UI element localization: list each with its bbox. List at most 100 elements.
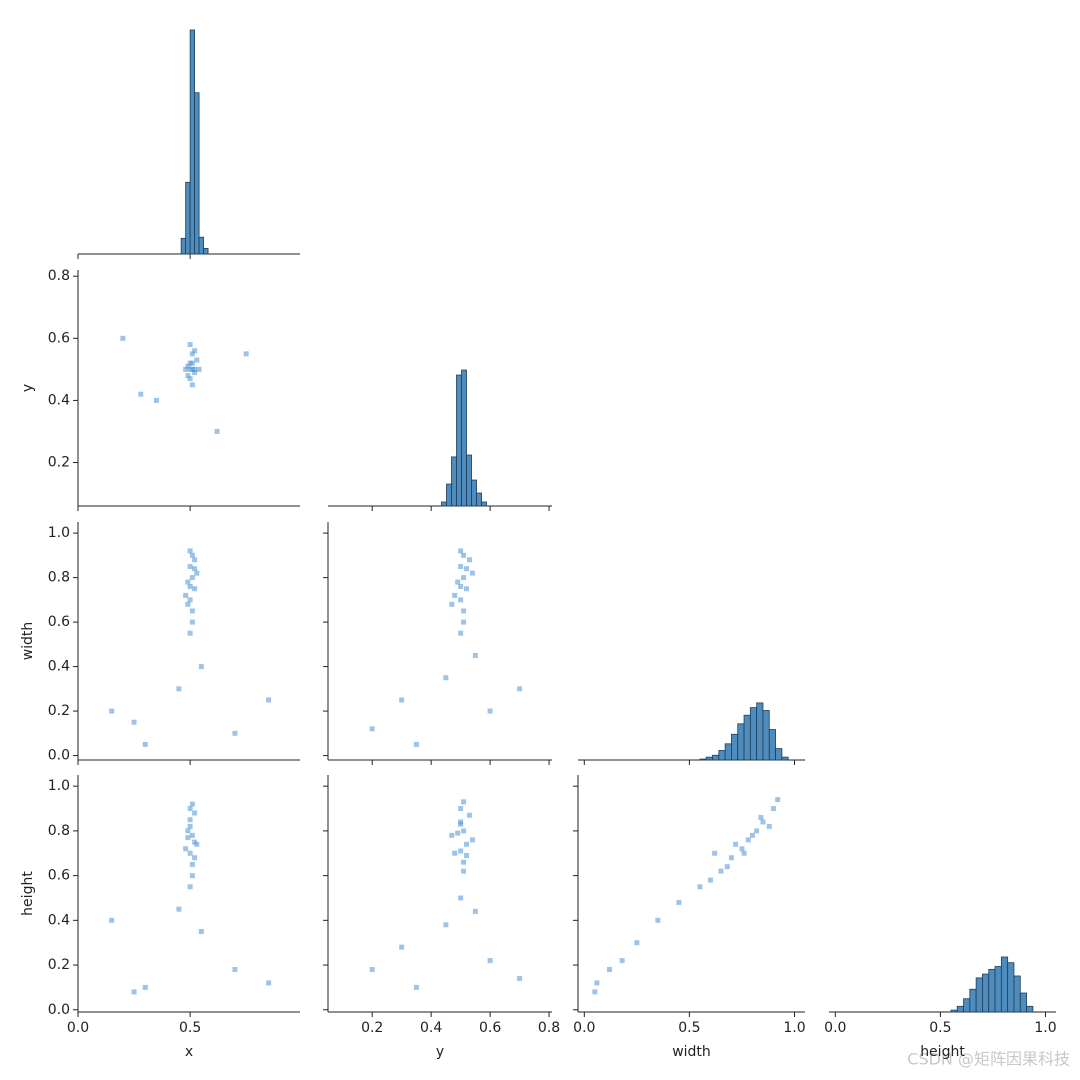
histogram-bar	[969, 988, 977, 1013]
hist2d-cell	[770, 806, 776, 812]
hist2d-cell	[697, 884, 703, 890]
hist2d-cell	[461, 575, 467, 581]
hist2d-cell	[187, 584, 193, 590]
y-tick-label: 0.0	[48, 1002, 70, 1018]
hist2d-cell	[458, 895, 464, 901]
histogram-bar	[749, 707, 758, 761]
hist2d-cell	[458, 597, 464, 603]
x-tick-label: 0.0	[573, 1020, 595, 1036]
hist2d-cell	[466, 812, 472, 818]
histogram-bar	[982, 973, 990, 1013]
histogram-bar	[481, 501, 487, 507]
histogram-bar	[756, 702, 764, 761]
y-axis-label: height	[20, 871, 36, 916]
hist2d-cell	[109, 917, 115, 923]
x-axis-label: height	[920, 1044, 965, 1060]
hist2d-cell	[487, 708, 493, 714]
histogram-bar	[1013, 975, 1021, 1013]
hist2d-cell	[458, 584, 464, 590]
hist2d-cell	[196, 366, 202, 372]
hist2d-cell	[189, 351, 195, 357]
hist2d-cell	[461, 859, 467, 865]
x-tick-label: 0.2	[361, 1020, 383, 1036]
hist2d-cell	[676, 899, 682, 905]
hist2d-cell	[458, 563, 464, 569]
hist2d-cell	[449, 832, 455, 838]
hist2d-cell	[198, 929, 204, 935]
hist2d-cell	[232, 967, 238, 973]
x-tick-label: 0.5	[179, 1020, 201, 1036]
hist2d-cell	[214, 428, 220, 434]
hist2d-cell	[745, 837, 751, 843]
histogram-bar	[762, 710, 770, 761]
hist2d-cell	[487, 958, 493, 964]
histogram-bar	[1007, 962, 1015, 1013]
histogram-bar	[451, 456, 457, 507]
hist2d-cell	[183, 366, 189, 372]
histogram-bar	[1019, 992, 1027, 1013]
histogram-bar	[194, 92, 200, 255]
hist2d-cell	[189, 873, 195, 879]
hist2d-cell	[369, 967, 375, 973]
histogram-bar	[446, 483, 452, 507]
hist2d-cell	[461, 828, 467, 834]
hist2d-cell	[194, 570, 200, 576]
y-tick-label: 0.6	[48, 868, 70, 884]
hist2d-cell	[131, 989, 137, 995]
hist2d-cell	[189, 552, 195, 558]
hist2d-cell	[466, 557, 472, 563]
hist2d-cell	[192, 348, 198, 354]
histogram-bar	[737, 723, 745, 761]
hist2d-cell	[413, 741, 419, 747]
histogram-bar	[712, 754, 720, 761]
hist2d-cell	[724, 864, 730, 870]
y-tick-label: 0.4	[48, 912, 70, 928]
y-tick-label: 0.8	[48, 570, 70, 586]
x-tick-label: 0.6	[479, 1020, 501, 1036]
histogram-bar	[705, 756, 713, 761]
y-tick-label: 0.2	[48, 703, 70, 719]
histogram-bar	[768, 729, 776, 761]
hist2d-cell	[189, 366, 195, 372]
hist2d-cell	[109, 708, 115, 714]
hist2d-cell	[120, 335, 126, 341]
hist2d-cell	[183, 846, 189, 852]
hist2d-cell	[187, 884, 193, 890]
hist2d-cell	[192, 566, 198, 572]
histogram-bar	[1026, 1005, 1034, 1013]
histogram-bar	[699, 758, 707, 761]
y-tick-label: 0.6	[48, 330, 70, 346]
hist2d-cell	[443, 675, 449, 681]
x-tick-label: 0.5	[678, 1020, 700, 1036]
histogram-bar	[781, 756, 789, 761]
hist2d-cell	[458, 848, 464, 854]
hist2d-cell	[187, 342, 193, 348]
hist2d-cell	[369, 726, 375, 732]
y-tick-label: 0.2	[48, 957, 70, 973]
y-tick-label: 0.8	[48, 823, 70, 839]
histogram-bar	[1000, 956, 1009, 1013]
hist2d-cell	[243, 351, 249, 357]
hist2d-cell	[655, 917, 661, 923]
x-axis-label: x	[185, 1044, 193, 1060]
hist2d-cell	[176, 906, 182, 912]
hist2d-cell	[458, 819, 464, 825]
hist2d-cell	[634, 940, 640, 946]
hist2d-cell	[455, 830, 461, 836]
histogram-bar	[743, 714, 751, 761]
hist2d-cell	[707, 877, 713, 883]
hist2d-cell	[758, 814, 764, 820]
hist2d-cell	[266, 980, 272, 986]
histogram-bar	[456, 374, 462, 507]
y-tick-label: 1.0	[48, 778, 70, 794]
hist2d-cell	[775, 797, 781, 803]
hist2d-cell	[187, 548, 193, 554]
histogram-bar	[198, 236, 204, 255]
hist2d-cell	[183, 592, 189, 598]
histogram-bar	[775, 748, 783, 761]
histogram-bar	[461, 369, 467, 507]
hist2d-cell	[187, 597, 193, 603]
y-tick-label: 1.0	[48, 525, 70, 541]
hist2d-cell	[452, 850, 458, 856]
histogram-bar	[994, 966, 1002, 1013]
